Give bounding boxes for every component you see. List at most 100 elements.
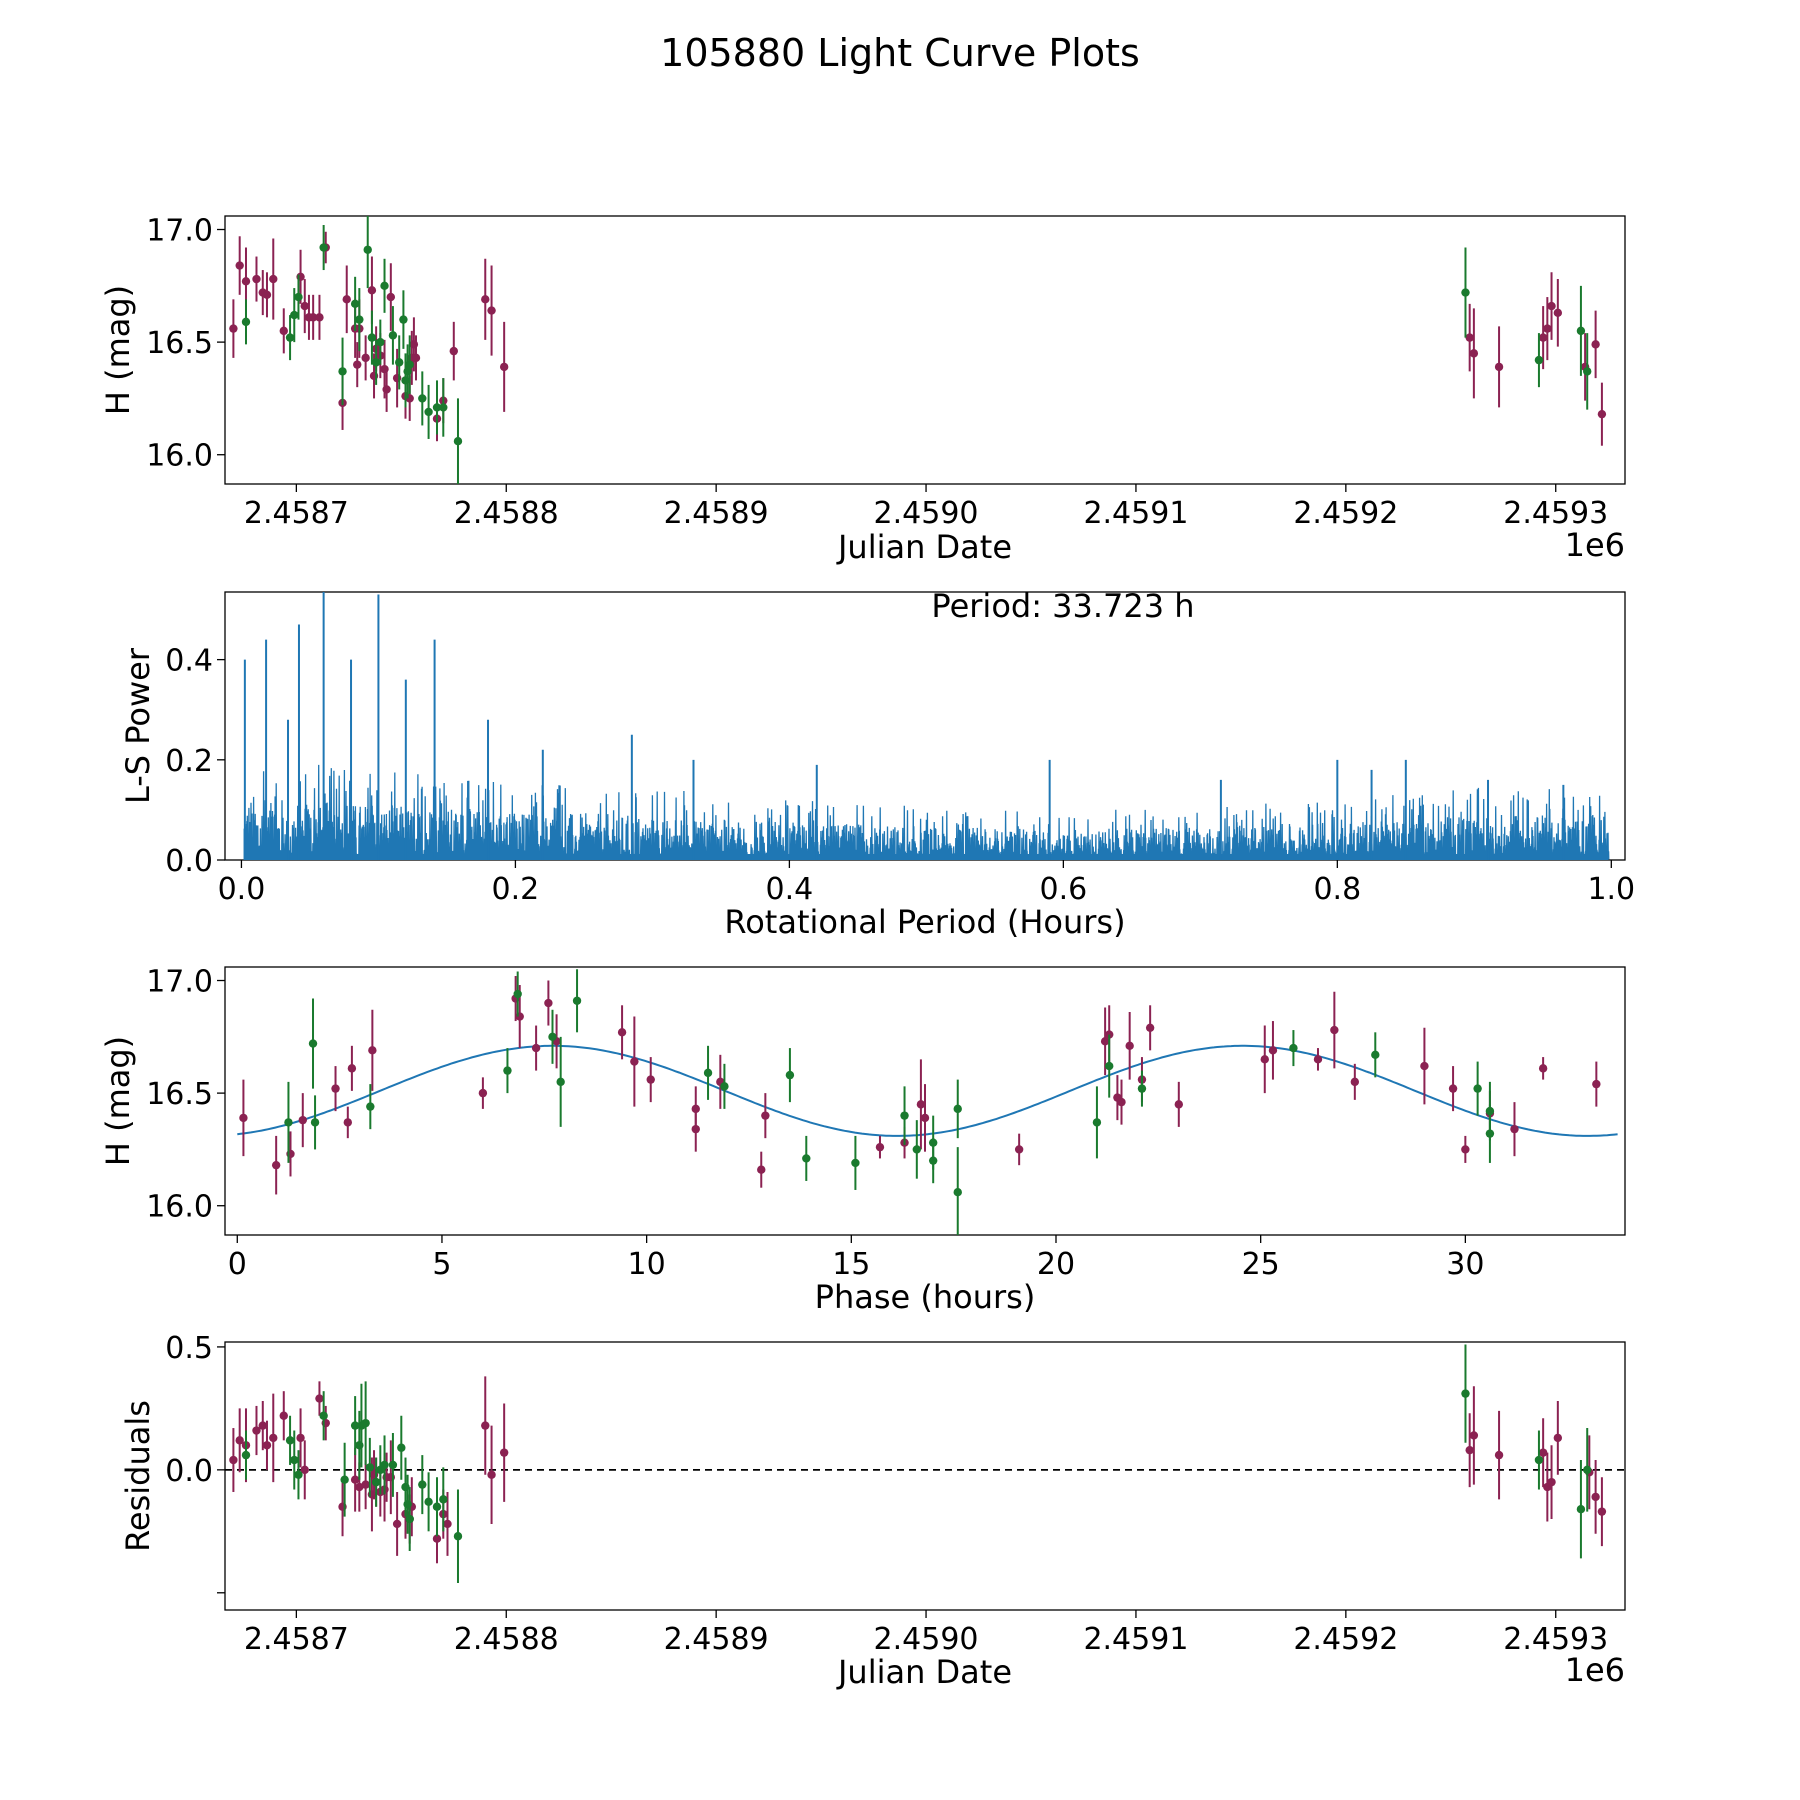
residuals-point-r bbox=[269, 1433, 278, 1443]
phase-point-r bbox=[691, 1124, 700, 1134]
light-curve-point-r bbox=[1553, 308, 1563, 318]
light-curve-xtick-label: 2.4587 bbox=[244, 496, 349, 531]
light-curve-point-r bbox=[1465, 333, 1474, 342]
phase-point-r bbox=[271, 1160, 281, 1170]
residuals-point-g bbox=[241, 1450, 251, 1460]
phase-point-g bbox=[1105, 1061, 1114, 1071]
phase-point-g bbox=[1371, 1050, 1380, 1060]
phase-point-g bbox=[1289, 1043, 1298, 1053]
light-curve-point-g bbox=[1576, 326, 1586, 336]
light-curve-point-g bbox=[432, 403, 442, 412]
phase-point-g bbox=[1092, 1118, 1102, 1127]
phase-xtick-label: 5 bbox=[432, 1247, 451, 1282]
light-curve-point-r bbox=[252, 274, 261, 284]
residuals-point-g bbox=[350, 1421, 360, 1430]
phase-point-g bbox=[900, 1111, 909, 1120]
phase-point-g bbox=[1485, 1106, 1495, 1116]
phase-point-g bbox=[284, 1118, 293, 1127]
light-curve-xlabel: Julian Date bbox=[836, 528, 1012, 566]
phase-point-g bbox=[310, 1118, 320, 1127]
light-curve-point-g bbox=[285, 333, 295, 342]
phase-point-r bbox=[544, 998, 553, 1008]
phase-xtick-label: 30 bbox=[1446, 1247, 1484, 1282]
periodogram-xtick-label: 0.6 bbox=[1039, 872, 1087, 907]
residuals-point-r bbox=[300, 1465, 309, 1475]
phase-ytick-label: 16.0 bbox=[146, 1190, 213, 1225]
light-curve-point-r bbox=[241, 277, 251, 286]
light-curve-point-g bbox=[453, 437, 463, 446]
phase-xtick-label: 10 bbox=[628, 1247, 666, 1282]
residuals-point-r bbox=[235, 1436, 244, 1445]
phase-point-r bbox=[368, 1046, 377, 1055]
light-curve-frame bbox=[224, 215, 1626, 485]
periodogram-lines bbox=[243, 592, 1610, 860]
phase-point-r bbox=[1461, 1145, 1470, 1154]
light-curve-xtick-label: 2.4590 bbox=[874, 496, 979, 531]
light-curve-point-g bbox=[418, 394, 427, 403]
light-curve-point-r bbox=[361, 353, 370, 363]
phase-point-g bbox=[928, 1156, 938, 1165]
residuals-point-r bbox=[258, 1421, 267, 1430]
residuals-xtick-label: 2.4590 bbox=[874, 1622, 979, 1657]
phase-point-g bbox=[572, 996, 582, 1005]
residuals-xtick-label: 2.4593 bbox=[1503, 1622, 1608, 1657]
phase-point-g bbox=[308, 1039, 318, 1048]
light-curve-ytick-label: 16.0 bbox=[146, 439, 213, 474]
light-curve-point-r bbox=[315, 313, 324, 322]
periodogram-xtick-label: 0.2 bbox=[492, 872, 540, 907]
light-curve-point-g bbox=[367, 333, 377, 342]
residuals-point-g bbox=[432, 1502, 442, 1511]
residuals-point-r bbox=[252, 1426, 261, 1435]
light-curve-point-g bbox=[294, 292, 303, 302]
light-curve-point-r bbox=[300, 301, 309, 311]
phase-point-r bbox=[646, 1075, 655, 1084]
light-curve-point-r bbox=[367, 286, 377, 295]
light-curve-point-g bbox=[241, 317, 251, 327]
residuals-points bbox=[225, 1344, 1625, 1583]
light-curve-point-r bbox=[382, 385, 391, 394]
periodogram-power-line bbox=[243, 764, 1610, 860]
light-curve-point-r bbox=[1597, 409, 1607, 419]
phase-point-g bbox=[503, 1066, 512, 1075]
light-curve-ytick-label: 16.5 bbox=[146, 326, 213, 361]
residuals-point-r bbox=[487, 1470, 496, 1479]
light-curve-point-g bbox=[439, 403, 448, 412]
phase-ylabel: H (mag) bbox=[99, 1036, 137, 1166]
light-curve-point-r bbox=[1469, 349, 1479, 358]
periodogram-panel: 0.0 0.2 0.4 0.6 0.8 1.0 0.0 0.2 0.4 Period: 33.7… bbox=[119, 587, 1635, 941]
residuals-point-g bbox=[294, 1470, 303, 1479]
residuals-frame bbox=[224, 1341, 1626, 1611]
periodogram-xlabel: Rotational Period (Hours) bbox=[724, 903, 1125, 941]
phase-frame bbox=[224, 966, 1626, 1236]
phase-point-r bbox=[916, 1100, 926, 1109]
phase-point-r bbox=[1117, 1097, 1126, 1107]
phase-point-r bbox=[1538, 1064, 1548, 1073]
light-curve-point-r bbox=[308, 313, 318, 322]
periodogram-ylabel: L-S Power bbox=[119, 647, 157, 804]
figure-title: 105880 Light Curve Plots bbox=[660, 31, 1140, 75]
residuals-xtick-label: 2.4587 bbox=[244, 1622, 349, 1657]
periodogram-ytick-label: 0.2 bbox=[165, 744, 213, 779]
light-curve-ylabel: H (mag) bbox=[99, 285, 137, 415]
residuals-point-r bbox=[1538, 1448, 1548, 1457]
phase-xlabel: Phase (hours) bbox=[815, 1278, 1036, 1316]
phase-point-r bbox=[1268, 1046, 1278, 1055]
residuals-point-g bbox=[1576, 1504, 1586, 1514]
residuals-point-r bbox=[392, 1519, 402, 1529]
phase-point-r bbox=[1125, 1041, 1134, 1051]
light-curve-ticks: 2.4587 2.4588 2.4589 2.4590 2.4591 2.4592 2.45… bbox=[146, 214, 1608, 531]
residuals-point-r bbox=[315, 1394, 324, 1403]
light-curve-point-r bbox=[449, 346, 458, 356]
phase-point-r bbox=[617, 1028, 627, 1037]
light-curve-point-g bbox=[376, 337, 385, 347]
light-curve-point-g bbox=[371, 358, 381, 367]
phase-point-r bbox=[757, 1165, 766, 1174]
residuals-point-r bbox=[432, 1534, 442, 1543]
phase-point-r bbox=[1448, 1084, 1458, 1093]
residuals-ytick-label: 0.0 bbox=[165, 1454, 213, 1489]
periodogram-xtick-label: 0.8 bbox=[1313, 872, 1361, 907]
light-curve-xtick-label: 2.4591 bbox=[1083, 496, 1188, 531]
phase-point-r bbox=[1014, 1145, 1024, 1154]
residuals-point-r bbox=[361, 1480, 370, 1489]
residuals-point-r bbox=[1597, 1507, 1607, 1516]
